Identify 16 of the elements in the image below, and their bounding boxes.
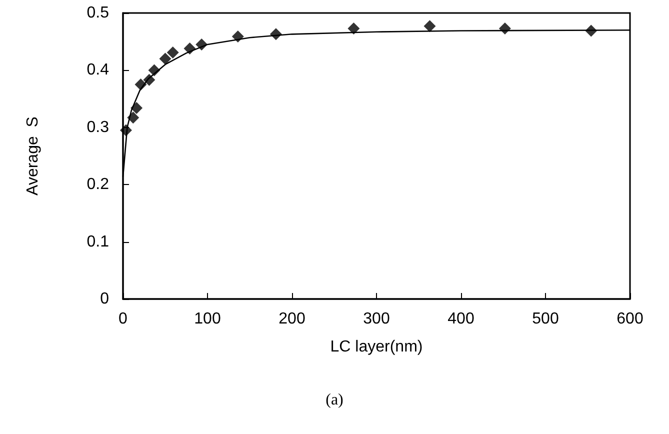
text: (a)	[326, 392, 344, 408]
x-tick-label: 200	[278, 310, 306, 328]
x-tick-label: 600	[616, 310, 644, 328]
x-tick-label: 400	[448, 310, 474, 328]
y-tick-label: 0.4	[86, 62, 110, 79]
y-tick-label: 0.1	[86, 233, 110, 250]
x-axis-title: LC layer(nm)	[330, 338, 423, 356]
x-tick-label: 0	[118, 310, 128, 328]
y-tick-label: 0	[100, 290, 110, 308]
x-tick-label: 500	[532, 310, 559, 328]
y-tick-label: 0.2	[86, 176, 110, 194]
x-tick-label: 100	[194, 310, 221, 328]
y-axis-title: Average S	[24, 116, 42, 196]
y-tick-label: 0.3	[86, 118, 110, 136]
x-tick-label: 300	[363, 310, 390, 328]
y-tick-label: 0.5	[86, 4, 110, 22]
